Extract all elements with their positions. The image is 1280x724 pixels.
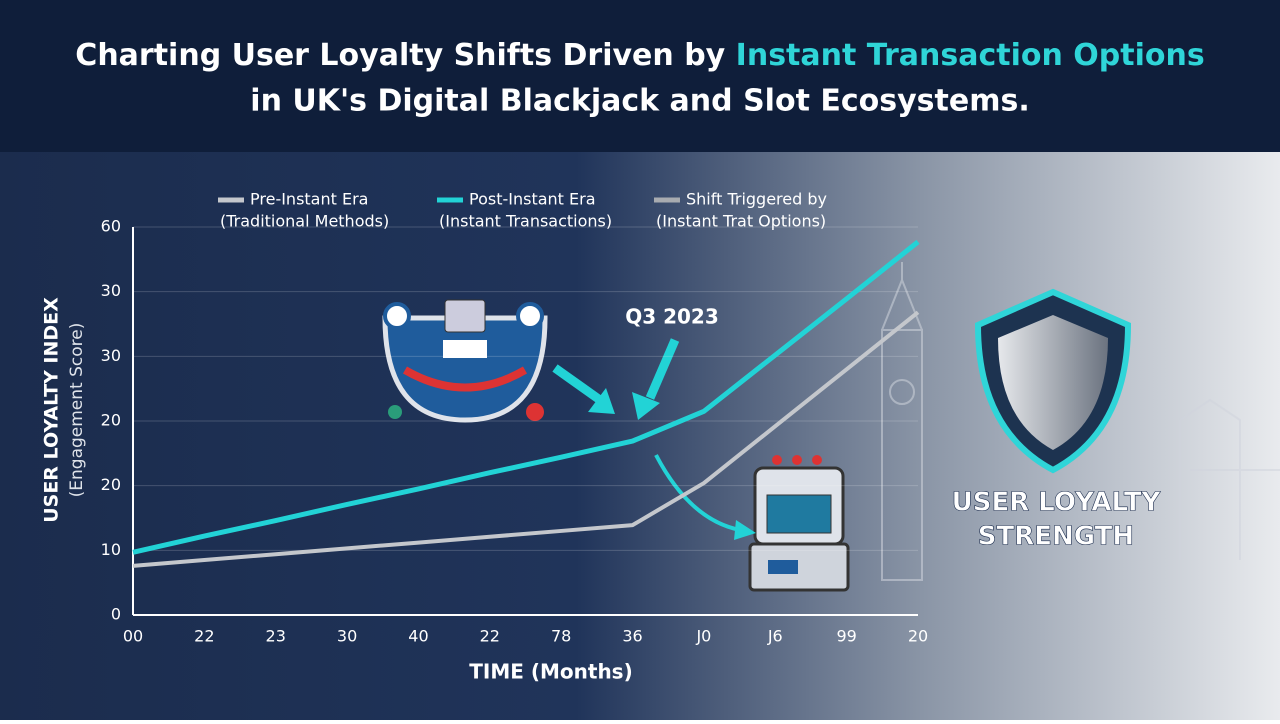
x-tick-label: 22 xyxy=(194,627,214,646)
blackjack-table-icon xyxy=(382,299,548,423)
x-axis-title: TIME (Months) xyxy=(469,660,632,684)
x-tick-label: 99 xyxy=(836,627,856,646)
badge-text: USER LOYALTY xyxy=(952,488,1162,518)
title-highlight: Instant Transaction Options xyxy=(736,38,1205,73)
y-tick-label: 60 xyxy=(101,217,121,236)
y-tick-label: 20 xyxy=(101,475,121,494)
legend-label: Shift Triggered by xyxy=(686,190,827,209)
legend-label: Pre-Instant Era xyxy=(250,190,368,209)
shield-icon xyxy=(974,288,1132,474)
legend-note: (Instant Transactions) xyxy=(439,212,612,231)
slot-machine-icon xyxy=(748,455,850,592)
x-tick-label: 30 xyxy=(337,627,357,646)
series-line xyxy=(132,310,920,568)
annotation-arrows xyxy=(552,338,756,540)
x-tick-label: 22 xyxy=(480,627,500,646)
big-ben xyxy=(881,262,1280,581)
y-tick-label: 30 xyxy=(101,346,121,365)
x-tick-label: 36 xyxy=(622,627,642,646)
title-text: Charting User Loyalty Shifts Driven by xyxy=(75,38,735,73)
y-tick-label: 10 xyxy=(101,540,121,559)
badge-text: STRENGTH xyxy=(978,522,1134,552)
y-tick-label: 20 xyxy=(101,411,121,430)
annotation: Q3 2023 xyxy=(625,305,719,329)
y-tick-label: 30 xyxy=(101,281,121,300)
x-tick-label: 78 xyxy=(551,627,571,646)
legend-note: (Instant Trat Options) xyxy=(656,212,826,231)
x-tick-label: J6 xyxy=(767,627,783,646)
title-line-1: Charting User Loyalty Shifts Driven by I… xyxy=(75,38,1204,73)
legend-note: (Traditional Methods) xyxy=(220,212,389,231)
series-line xyxy=(132,239,920,555)
legend-label: Post-Instant Era xyxy=(469,190,596,209)
x-tick-label: 20 xyxy=(908,627,928,646)
header-band xyxy=(0,0,1280,152)
y-axis-subtitle: (Engagement Score) xyxy=(67,323,87,498)
y-axis-title: USER LOYALTY INDEX xyxy=(41,297,63,523)
x-tick-label: 00 xyxy=(123,627,143,646)
x-tick-label: J0 xyxy=(695,627,711,646)
x-tick-label: 23 xyxy=(266,627,286,646)
title-line-2: in UK's Digital Blackjack and Slot Ecosy… xyxy=(250,84,1029,119)
y-tick-label: 0 xyxy=(111,605,121,624)
x-tick-label: 40 xyxy=(408,627,428,646)
